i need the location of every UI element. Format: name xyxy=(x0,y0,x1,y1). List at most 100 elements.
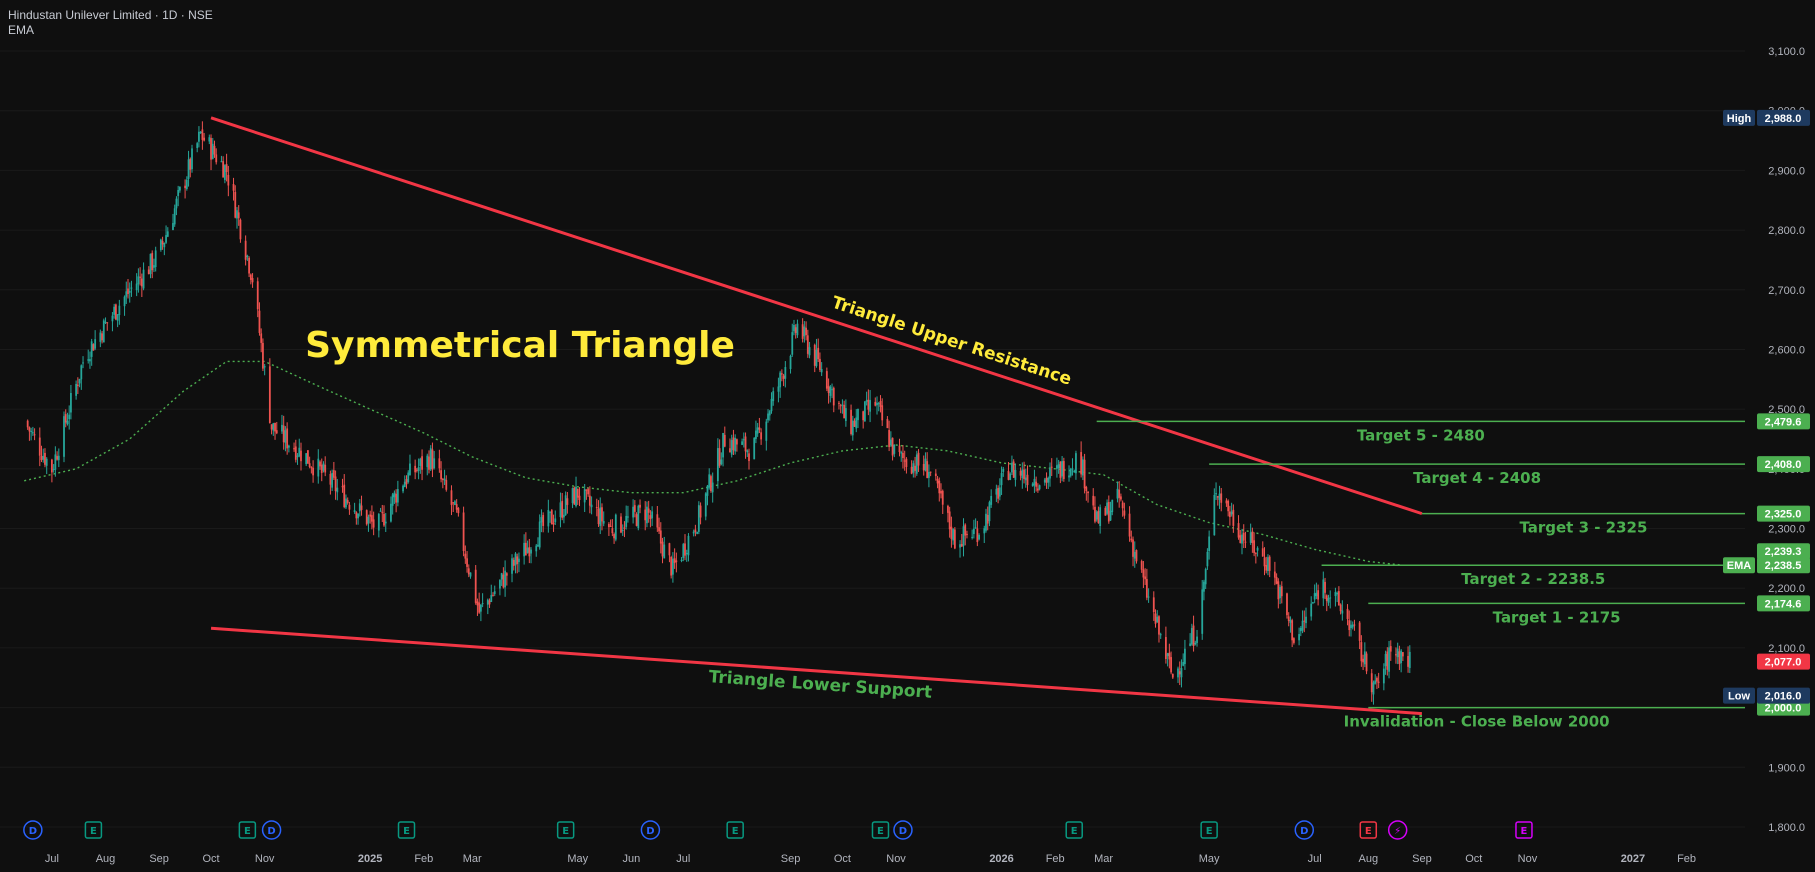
target-price-tag-text: 2,408.0 xyxy=(1765,459,1802,471)
candle xyxy=(1286,593,1288,616)
candle xyxy=(395,493,398,503)
candle xyxy=(538,521,541,548)
time-tick-label: 2025 xyxy=(358,853,382,865)
candle xyxy=(1277,581,1280,600)
candle xyxy=(595,507,598,509)
dividend-event-icon[interactable] xyxy=(1294,820,1315,840)
candle xyxy=(902,452,904,459)
earnings-event-icon[interactable] xyxy=(871,821,890,839)
earnings-event-icon[interactable] xyxy=(238,821,257,839)
candle xyxy=(1322,579,1325,599)
event-symbol: E xyxy=(403,826,410,837)
candle xyxy=(1350,624,1352,629)
candle xyxy=(808,347,811,356)
time-tick-label: Oct xyxy=(1465,853,1482,865)
candle xyxy=(784,367,787,379)
candle xyxy=(959,544,961,548)
candle xyxy=(492,594,494,596)
target-label: Target 5 - 2480 xyxy=(1357,426,1485,444)
time-tick-label: Jun xyxy=(623,853,641,865)
candle xyxy=(452,502,455,504)
candle xyxy=(950,526,953,540)
candle xyxy=(649,515,652,519)
candle xyxy=(428,456,430,470)
candle xyxy=(936,478,939,484)
candle xyxy=(161,241,164,245)
candle xyxy=(111,315,114,322)
candle xyxy=(770,398,773,412)
candle xyxy=(1256,547,1259,551)
candle xyxy=(794,327,797,333)
candle xyxy=(481,603,484,605)
candle xyxy=(1339,604,1342,612)
symbol-title: Hindustan Unilever Limited · 1D · NSE xyxy=(8,8,213,22)
earnings-event-icon[interactable] xyxy=(1065,821,1083,839)
candle xyxy=(760,432,763,440)
candle xyxy=(457,508,460,514)
target-price-tag xyxy=(1757,413,1810,430)
earnings-event-icon[interactable] xyxy=(1359,821,1378,839)
price-tick-label: 2,900.0 xyxy=(1768,165,1805,177)
candle xyxy=(360,505,363,511)
indicator-label[interactable]: EMA xyxy=(8,23,35,37)
candle xyxy=(244,240,247,260)
candle xyxy=(307,450,309,464)
target-lines: Target 5 - 2480 Target 4 - 2408 Target 3 -… xyxy=(1096,420,1745,731)
candle xyxy=(372,519,375,528)
earnings-event-icon[interactable] xyxy=(84,821,103,839)
event-symbol: D xyxy=(1300,826,1308,837)
earnings-event-icon[interactable] xyxy=(1200,821,1218,839)
candle xyxy=(42,455,45,460)
candle xyxy=(1035,481,1038,487)
earnings-event-icon[interactable] xyxy=(1515,821,1533,839)
candle xyxy=(1407,656,1409,667)
dividend-event-icon[interactable] xyxy=(261,820,282,840)
lower-support-line[interactable] xyxy=(210,626,1423,716)
event-symbol: E xyxy=(90,826,97,837)
earnings-event-icon[interactable] xyxy=(726,821,744,839)
candle xyxy=(455,504,458,510)
time-tick-label: Jul xyxy=(45,853,59,865)
candle xyxy=(1068,475,1070,478)
candle xyxy=(806,335,809,354)
candle xyxy=(1059,461,1062,478)
candle xyxy=(464,553,467,559)
candle xyxy=(953,529,956,549)
candle xyxy=(1097,510,1100,524)
candle xyxy=(172,223,174,230)
event-symbol: D xyxy=(899,826,907,837)
candle xyxy=(1251,531,1254,544)
candle xyxy=(70,392,72,413)
candle xyxy=(479,604,482,612)
candle xyxy=(1128,513,1131,537)
candle xyxy=(1190,628,1193,645)
candle xyxy=(1095,511,1098,520)
candle xyxy=(1313,593,1316,600)
candle xyxy=(663,544,666,559)
price-tick-label: 2,700.0 xyxy=(1768,285,1805,297)
dividend-event-icon[interactable] xyxy=(23,820,43,840)
candle xyxy=(874,401,877,406)
candle xyxy=(1118,489,1121,498)
dividend-event-icon[interactable] xyxy=(893,820,913,840)
candle xyxy=(820,368,823,373)
earnings-event-icon[interactable] xyxy=(556,821,575,839)
candle xyxy=(1292,638,1295,643)
split-event-icon[interactable] xyxy=(1387,820,1408,840)
candle xyxy=(118,305,121,316)
candle xyxy=(1109,510,1112,521)
earnings-event-icon[interactable] xyxy=(397,821,416,839)
upper-resistance-line[interactable] xyxy=(210,116,1423,516)
candle xyxy=(474,569,477,603)
candle xyxy=(523,542,526,557)
candle xyxy=(1014,469,1017,480)
candle xyxy=(346,500,349,503)
candle xyxy=(1111,499,1114,513)
candle xyxy=(236,210,238,219)
candle xyxy=(505,573,508,576)
candle xyxy=(1376,677,1378,682)
candle xyxy=(891,437,894,456)
candle xyxy=(879,400,882,407)
dividend-event-icon[interactable] xyxy=(640,820,661,840)
